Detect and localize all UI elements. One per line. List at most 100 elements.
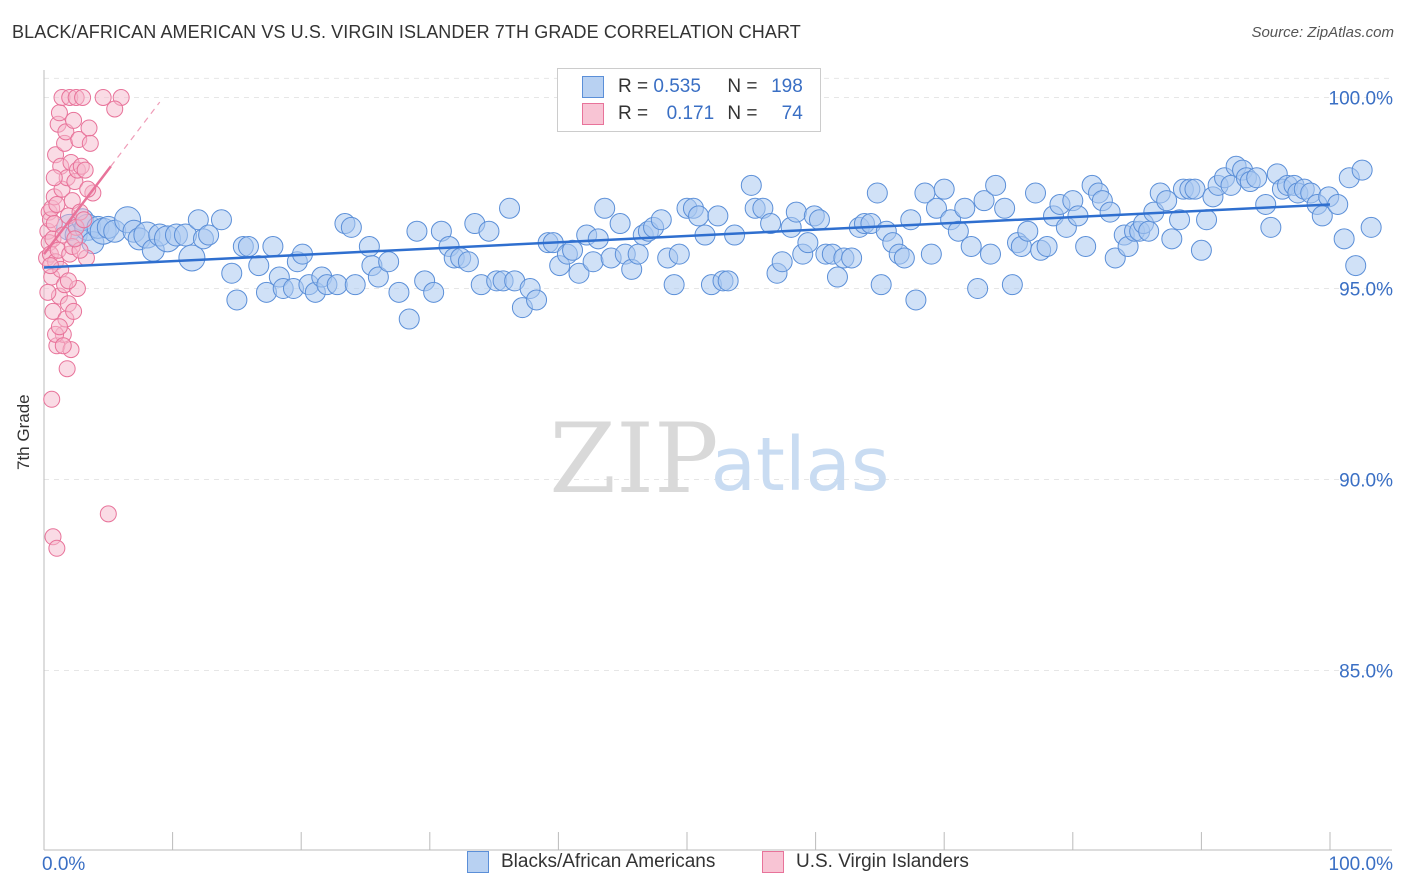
data-point-blacks bbox=[367, 266, 389, 288]
data-point-blacks bbox=[967, 278, 989, 299]
trend-line-extension bbox=[110, 101, 161, 167]
data-point-virgin-islanders bbox=[44, 302, 62, 320]
legend-r-value: 0.535 bbox=[653, 76, 701, 97]
data-point-blacks bbox=[344, 274, 366, 296]
data-point-blacks bbox=[226, 289, 248, 311]
data-point-virgin-islanders bbox=[65, 111, 83, 129]
source-label: Source: ZipAtlas.com bbox=[1251, 24, 1394, 41]
bottom-legend-label-pink: U.S. Virgin Islanders bbox=[796, 851, 969, 872]
stats-legend: R = 0.535 N = 198 R = 0.171 N = 74 bbox=[557, 68, 821, 132]
data-point-blacks bbox=[785, 201, 807, 223]
watermark-atlas: atlas bbox=[711, 422, 890, 508]
data-point-virgin-islanders bbox=[59, 272, 77, 290]
data-point-blacks bbox=[933, 178, 955, 200]
data-point-blacks bbox=[740, 174, 762, 196]
data-point-blacks bbox=[663, 274, 685, 296]
data-point-blacks bbox=[1246, 167, 1268, 189]
grid-lines bbox=[44, 77, 1392, 671]
data-point-blacks bbox=[210, 209, 232, 231]
data-point-blacks bbox=[326, 274, 348, 296]
data-point-blacks bbox=[1360, 216, 1382, 238]
data-point-blacks bbox=[985, 174, 1007, 196]
x-tick-labels: 0.0% 100.0% bbox=[42, 854, 1393, 875]
legend-n-label: N = bbox=[727, 76, 758, 97]
legend-n-value: 74 bbox=[781, 103, 803, 124]
data-point-blacks bbox=[1333, 228, 1355, 250]
data-point-blacks bbox=[423, 281, 445, 303]
y-tick-label: 85.0% bbox=[1339, 662, 1393, 683]
data-point-blacks bbox=[609, 213, 631, 235]
data-point-blacks bbox=[1025, 182, 1047, 204]
data-point-blacks bbox=[797, 232, 819, 254]
data-point-blacks bbox=[1196, 209, 1218, 231]
data-point-blacks bbox=[388, 281, 410, 303]
data-point-blacks bbox=[1017, 220, 1039, 242]
watermark-zip: ZIP bbox=[549, 403, 718, 515]
data-point-blacks bbox=[717, 270, 739, 292]
data-point-virgin-islanders bbox=[76, 161, 94, 179]
data-point-virgin-islanders bbox=[75, 211, 93, 229]
legend-n-value: 198 bbox=[771, 76, 803, 97]
data-point-blacks bbox=[1260, 216, 1282, 238]
data-point-blacks bbox=[221, 262, 243, 284]
data-point-virgin-islanders bbox=[66, 230, 84, 248]
data-point-virgin-islanders bbox=[50, 104, 68, 122]
data-point-blacks bbox=[668, 243, 690, 265]
data-point-blacks bbox=[398, 308, 420, 330]
data-point-blacks bbox=[954, 197, 976, 219]
data-point-blacks bbox=[1099, 201, 1121, 223]
data-point-blacks bbox=[925, 197, 947, 219]
data-point-blacks bbox=[1138, 220, 1160, 242]
data-point-blacks bbox=[1345, 255, 1367, 277]
data-point-blacks bbox=[1161, 228, 1183, 250]
chart-title: BLACK/AFRICAN AMERICAN VS U.S. VIRGIN IS… bbox=[12, 22, 801, 42]
data-point-blacks bbox=[866, 182, 888, 204]
data-point-blacks bbox=[627, 243, 649, 265]
data-point-blacks bbox=[771, 251, 793, 273]
data-point-virgin-islanders bbox=[58, 360, 76, 378]
data-point-blacks bbox=[248, 255, 270, 277]
data-point-virgin-islanders bbox=[81, 134, 99, 152]
data-point-blacks bbox=[1001, 274, 1023, 296]
data-point-blacks bbox=[358, 235, 380, 257]
data-point-blacks bbox=[378, 251, 400, 273]
data-point-blacks bbox=[406, 220, 428, 242]
bottom-legend-virgin-islanders: U.S. Virgin Islanders bbox=[762, 851, 969, 873]
data-point-virgin-islanders bbox=[74, 89, 92, 106]
data-point-blacks bbox=[707, 205, 729, 227]
data-point-blacks bbox=[262, 235, 284, 257]
data-point-blacks bbox=[1351, 159, 1373, 181]
data-point-virgin-islanders bbox=[43, 390, 61, 408]
data-point-virgin-islanders bbox=[48, 539, 66, 557]
data-point-virgin-islanders bbox=[94, 89, 112, 106]
legend-r-label: R = bbox=[618, 103, 649, 124]
data-point-blacks bbox=[1156, 190, 1178, 212]
data-point-virgin-islanders bbox=[45, 215, 63, 233]
data-point-blacks bbox=[1036, 235, 1058, 257]
data-point-blacks bbox=[920, 243, 942, 265]
y-tick-labels: 100.0% 95.0% 90.0% 85.0% bbox=[1329, 89, 1394, 683]
data-point-blacks bbox=[340, 216, 362, 238]
data-point-blacks bbox=[760, 213, 782, 235]
x-tick-label: 100.0% bbox=[1329, 854, 1394, 875]
data-point-blacks bbox=[960, 235, 982, 257]
legend-row-pink: R = 0.171 N = 74 bbox=[582, 102, 803, 126]
data-point-blacks bbox=[893, 247, 915, 269]
data-point-blacks bbox=[237, 235, 259, 257]
data-point-blacks bbox=[900, 209, 922, 231]
bottom-legend-blacks: Blacks/African Americans bbox=[467, 851, 715, 873]
data-point-blacks bbox=[979, 243, 1001, 265]
bottom-legend-label-blue: Blacks/African Americans bbox=[501, 851, 716, 872]
trend-line-blacks bbox=[43, 203, 1331, 269]
series-blacks-points bbox=[56, 155, 1382, 330]
data-point-blacks bbox=[650, 209, 672, 231]
data-point-virgin-islanders bbox=[50, 318, 68, 336]
data-point-virgin-islanders bbox=[99, 505, 117, 523]
x-tick-label: 0.0% bbox=[42, 854, 85, 875]
data-point-virgin-islanders bbox=[39, 283, 57, 301]
data-point-blacks bbox=[198, 224, 220, 246]
legend-row-blue: R = 0.535 N = 198 bbox=[582, 75, 803, 99]
y-tick-label: 90.0% bbox=[1339, 471, 1393, 492]
data-point-virgin-islanders bbox=[45, 169, 63, 187]
